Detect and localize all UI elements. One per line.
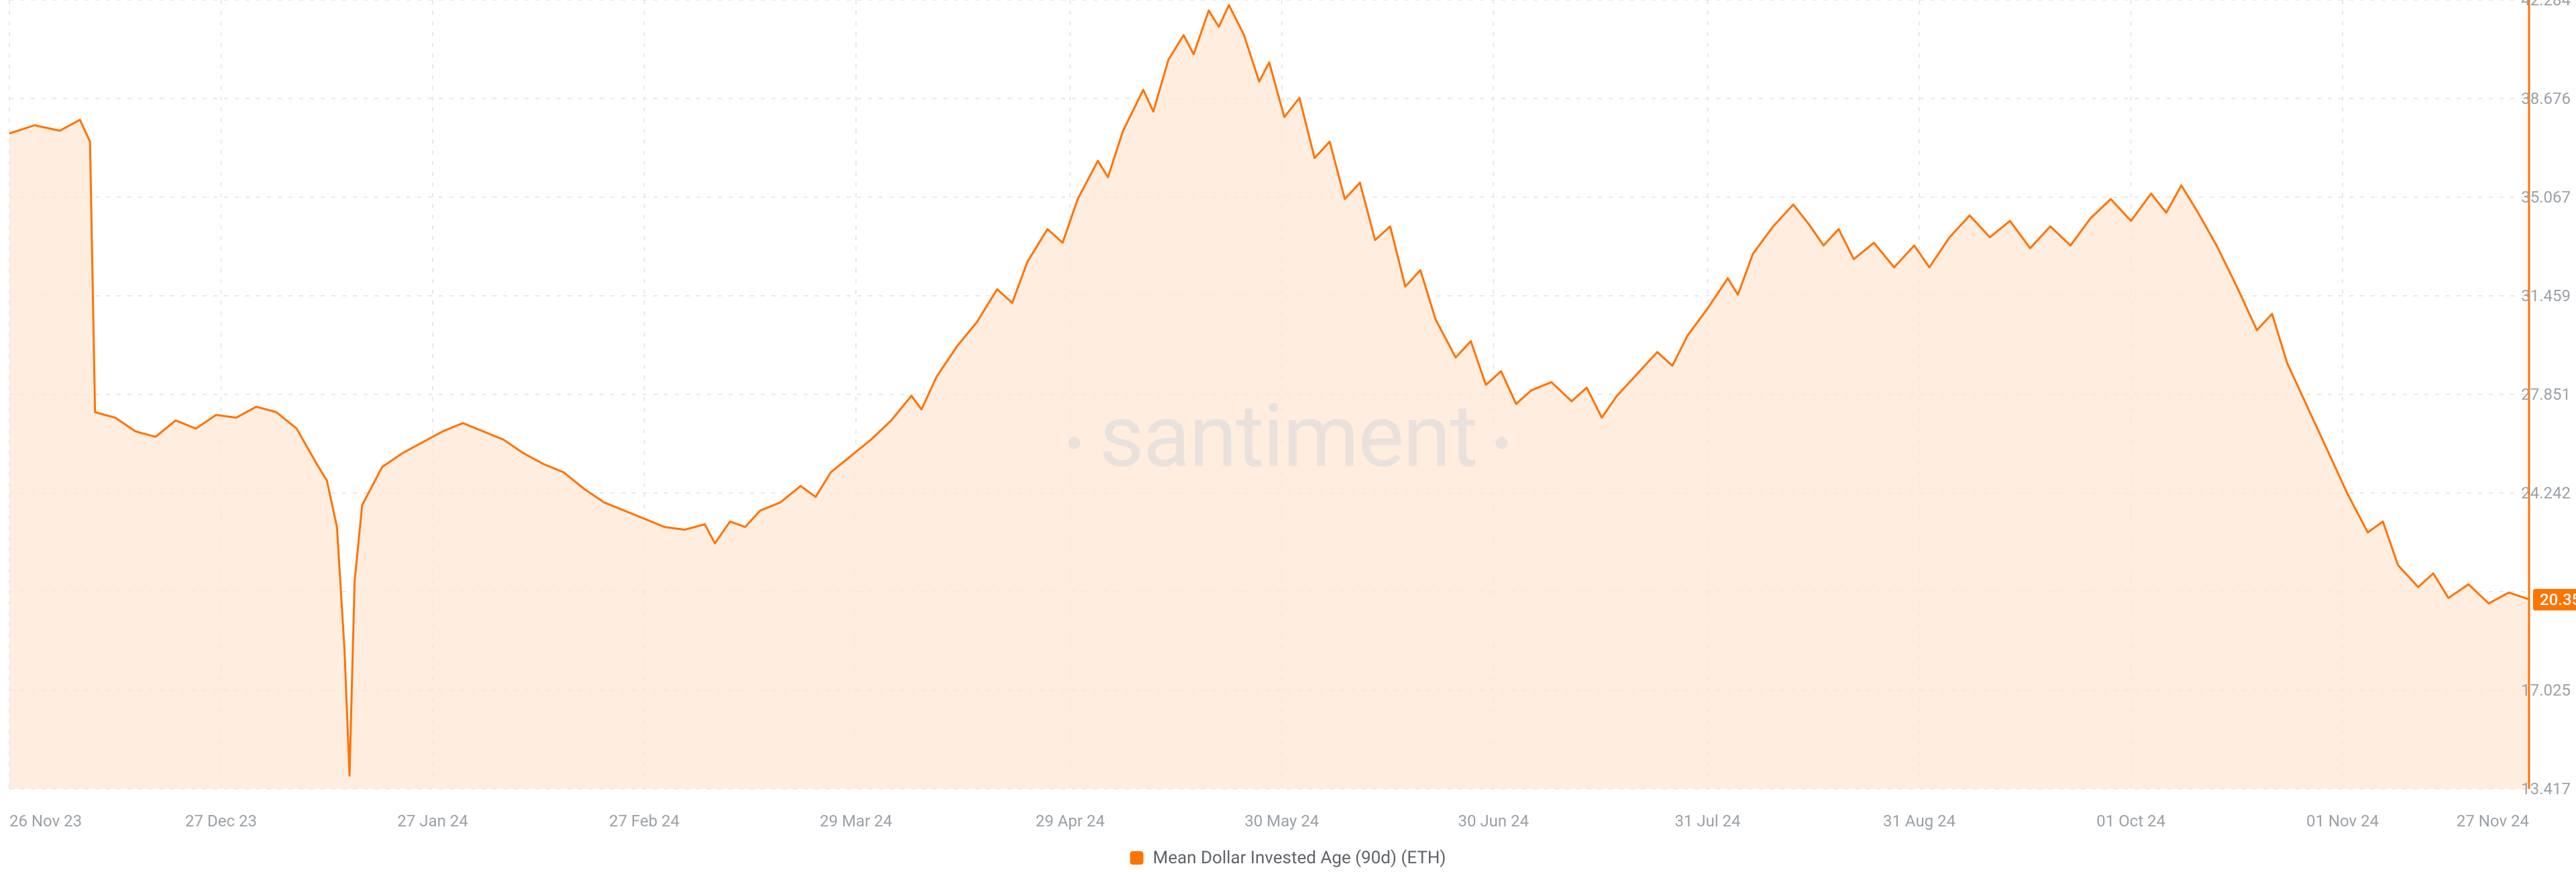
x-axis-tick: 30 Jun 24 (1458, 812, 1529, 830)
legend-label: Mean Dollar Invested Age (90d) (ETH) (1153, 848, 1446, 868)
x-axis-tick: 27 Dec 23 (185, 812, 257, 830)
y-axis-tick: 13.417 (2521, 779, 2571, 798)
chart-container: santiment Mean Dollar Invested Age (90d)… (0, 0, 2576, 872)
y-axis-tick: 38.676 (2521, 89, 2571, 108)
x-axis-tick: 01 Nov 24 (2306, 812, 2379, 830)
x-axis-tick: 29 Mar 24 (820, 812, 892, 830)
x-axis-tick: 29 Apr 24 (1036, 812, 1105, 830)
chart-svg[interactable] (0, 0, 2576, 872)
y-axis-tick: 27.851 (2521, 385, 2571, 404)
x-axis-tick: 26 Nov 23 (9, 812, 82, 830)
y-axis-tick: 35.067 (2521, 188, 2571, 207)
y-axis-tick: 31.459 (2521, 286, 2571, 305)
y-axis-tick: 24.242 (2521, 484, 2571, 502)
x-axis-tick: 30 May 24 (1244, 812, 1319, 830)
x-axis-tick: 31 Aug 24 (1883, 812, 1955, 830)
chart-legend: Mean Dollar Invested Age (90d) (ETH) (1130, 848, 1446, 868)
y-axis-tick: 17.025 (2521, 681, 2571, 700)
x-axis-tick: 31 Jul 24 (1674, 812, 1740, 830)
x-axis-tick: 27 Feb 24 (609, 812, 680, 830)
x-axis-tick: 27 Nov 24 (2457, 812, 2529, 830)
legend-swatch-icon (1130, 851, 1144, 865)
current-value-badge: 20.35 (2533, 589, 2576, 610)
x-axis-tick: 01 Oct 24 (2096, 812, 2165, 830)
y-axis-tick: 42.284 (2521, 0, 2571, 9)
x-axis-tick: 27 Jan 24 (397, 812, 468, 830)
